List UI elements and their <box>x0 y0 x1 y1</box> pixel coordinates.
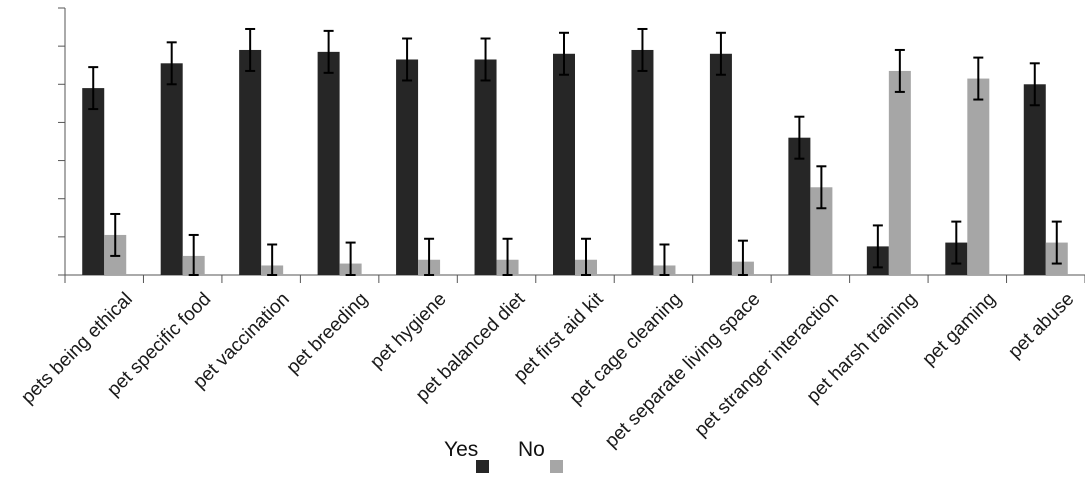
bar-yes-5 <box>474 59 497 275</box>
chart-error-bars <box>88 27 1062 276</box>
bar-yes-2 <box>239 49 262 276</box>
x-tick-label: pet stranger interaction <box>691 289 843 441</box>
legend: Yes No <box>444 438 563 473</box>
x-tick-label: pet gaming <box>919 289 1000 370</box>
bar-yes-6 <box>553 53 575 276</box>
bar-yes-9 <box>788 137 811 275</box>
legend-swatch-no <box>550 460 563 473</box>
x-tick-label: pet hygiene <box>366 289 450 373</box>
bar-no-11 <box>967 78 990 275</box>
x-tick-label: pet separate living space <box>601 289 764 452</box>
bar-yes-7 <box>631 49 654 276</box>
bar-yes-3 <box>317 51 340 275</box>
bar-no-10 <box>888 70 911 275</box>
bar-yes-0 <box>82 88 105 275</box>
bar-yes-1 <box>160 63 183 275</box>
bar-yes-4 <box>396 59 419 275</box>
bar-yes-12 <box>1023 84 1046 276</box>
bar-no-9 <box>810 187 833 275</box>
bar-yes-8 <box>709 53 732 276</box>
x-tick-label: pet breeding <box>283 289 373 379</box>
chart-bars <box>82 49 1068 276</box>
x-tick-label: pet abuse <box>1004 289 1078 363</box>
legend-label-no: No <box>518 438 545 461</box>
legend-swatch-yes <box>476 460 489 473</box>
legend-label-yes: Yes <box>444 438 478 461</box>
